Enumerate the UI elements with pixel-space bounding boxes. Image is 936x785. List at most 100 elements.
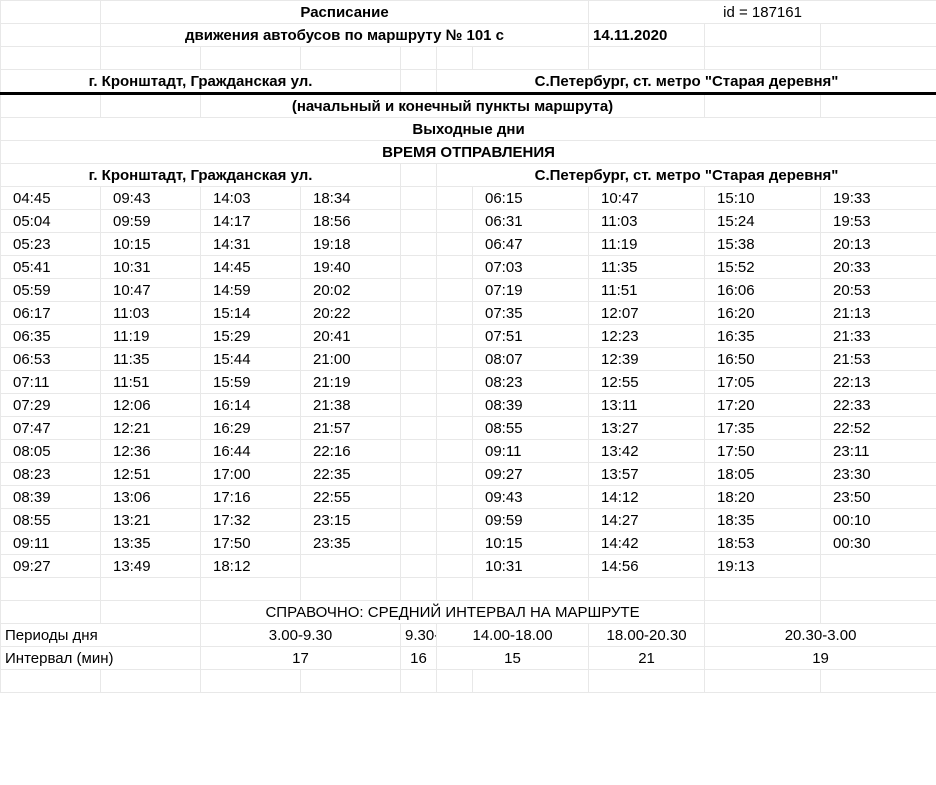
time-cell: 18:35: [705, 509, 821, 532]
time-cell: 20:53: [821, 279, 936, 302]
time-cell: 06:31: [473, 210, 589, 233]
time-cell: 14:17: [201, 210, 301, 233]
time-cell: 12:06: [101, 394, 201, 417]
time-cell: 17:00: [201, 463, 301, 486]
effective-date: 14.11.2020: [589, 24, 705, 47]
time-cell: 20:22: [301, 302, 401, 325]
period: 3.00-9.30: [201, 624, 401, 647]
time-cell: 21:38: [301, 394, 401, 417]
col-header-b: С.Петербург, ст. метро "Старая деревня": [437, 164, 936, 187]
time-cell: 20:13: [821, 233, 936, 256]
time-cell: 07:51: [473, 325, 589, 348]
time-cell: 14:42: [589, 532, 705, 555]
time-cell: 06:47: [473, 233, 589, 256]
time-cell: 04:45: [1, 187, 101, 210]
time-cell: 15:10: [705, 187, 821, 210]
time-cell: 14:03: [201, 187, 301, 210]
time-cell: 23:15: [301, 509, 401, 532]
time-cell: 22:55: [301, 486, 401, 509]
time-cell: 15:44: [201, 348, 301, 371]
time-cell: 09:59: [101, 210, 201, 233]
time-cell: 09:43: [101, 187, 201, 210]
interval-value: 15: [437, 647, 589, 670]
time-cell: 19:33: [821, 187, 936, 210]
departures-label: ВРЕМЯ ОТПРАВЛЕНИЯ: [1, 141, 936, 164]
time-cell: 00:30: [821, 532, 936, 555]
time-cell: 11:35: [101, 348, 201, 371]
time-cell: 13:57: [589, 463, 705, 486]
time-cell: 21:00: [301, 348, 401, 371]
time-cell: 18:34: [301, 187, 401, 210]
time-cell: 11:51: [101, 371, 201, 394]
interval-value: 19: [705, 647, 936, 670]
time-cell: 17:32: [201, 509, 301, 532]
day-type: Выходные дни: [1, 118, 936, 141]
id-label: id = 187161: [589, 1, 936, 24]
time-cell: 13:06: [101, 486, 201, 509]
time-cell: 06:53: [1, 348, 101, 371]
time-cell: 17:20: [705, 394, 821, 417]
time-cell: 23:30: [821, 463, 936, 486]
interval-value: 16: [401, 647, 437, 670]
time-cell: 13:27: [589, 417, 705, 440]
time-cell: 21:53: [821, 348, 936, 371]
time-cell: 16:35: [705, 325, 821, 348]
time-cell: 18:56: [301, 210, 401, 233]
time-cell: 23:50: [821, 486, 936, 509]
time-cell: 13:49: [101, 555, 201, 578]
time-cell: 17:50: [705, 440, 821, 463]
time-cell: 18:20: [705, 486, 821, 509]
time-cell: 18:53: [705, 532, 821, 555]
time-cell: 16:29: [201, 417, 301, 440]
period: 18.00-20.30: [589, 624, 705, 647]
time-cell: 14:31: [201, 233, 301, 256]
time-cell: 12:55: [589, 371, 705, 394]
time-cell: 07:11: [1, 371, 101, 394]
time-cell: 00:10: [821, 509, 936, 532]
time-cell: 10:31: [101, 256, 201, 279]
time-cell: 22:13: [821, 371, 936, 394]
time-cell: 07:19: [473, 279, 589, 302]
time-cell: [821, 555, 936, 578]
time-cell: 12:23: [589, 325, 705, 348]
interval-label: Интервал (мин): [1, 647, 201, 670]
time-cell: 21:19: [301, 371, 401, 394]
time-cell: 05:59: [1, 279, 101, 302]
time-cell: 10:31: [473, 555, 589, 578]
time-cell: 06:35: [1, 325, 101, 348]
time-cell: 19:18: [301, 233, 401, 256]
subtitle: движения автобусов по маршруту № 101 с: [101, 24, 589, 47]
time-cell: 07:35: [473, 302, 589, 325]
time-cell: 22:52: [821, 417, 936, 440]
time-cell: 16:06: [705, 279, 821, 302]
time-cell: 20:02: [301, 279, 401, 302]
time-cell: 08:55: [1, 509, 101, 532]
time-cell: 21:33: [821, 325, 936, 348]
time-cell: 20:41: [301, 325, 401, 348]
time-cell: 17:50: [201, 532, 301, 555]
time-cell: 08:39: [473, 394, 589, 417]
time-cell: 16:20: [705, 302, 821, 325]
time-cell: 23:11: [821, 440, 936, 463]
time-cell: 13:21: [101, 509, 201, 532]
time-cell: 19:53: [821, 210, 936, 233]
time-cell: 08:23: [473, 371, 589, 394]
time-cell: 09:59: [473, 509, 589, 532]
time-cell: 21:57: [301, 417, 401, 440]
time-cell: 19:40: [301, 256, 401, 279]
col-header-a: г. Кронштадт, Гражданская ул.: [1, 164, 401, 187]
stop-a: г. Кронштадт, Гражданская ул.: [1, 70, 401, 94]
period: 9.30-14.00: [401, 624, 437, 647]
time-cell: 07:03: [473, 256, 589, 279]
time-cell: 23:35: [301, 532, 401, 555]
time-cell: 09:11: [1, 532, 101, 555]
time-cell: 15:52: [705, 256, 821, 279]
time-cell: 15:24: [705, 210, 821, 233]
time-cell: 13:42: [589, 440, 705, 463]
interval-value: 17: [201, 647, 401, 670]
time-cell: 10:15: [101, 233, 201, 256]
period: 20.30-3.00: [705, 624, 936, 647]
time-cell: 06:15: [473, 187, 589, 210]
time-cell: 21:13: [821, 302, 936, 325]
time-cell: 07:29: [1, 394, 101, 417]
